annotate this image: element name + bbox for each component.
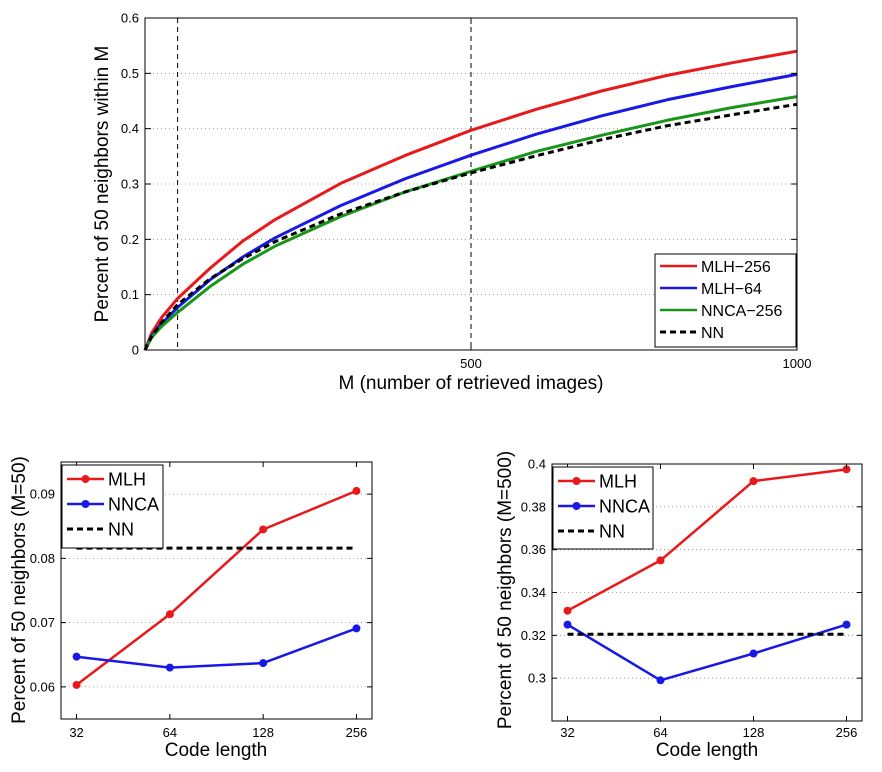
data-point-nnca [259,659,268,668]
y-tick-label: 0.4 [121,121,139,136]
y-tick-label: 0.2 [121,232,139,247]
legend-box [654,253,797,348]
data-point-nnca [165,663,174,672]
x-tick-label: 256 [346,725,368,740]
y-tick-label: 0.4 [528,457,546,472]
data-point-mlh [72,680,81,689]
data-point-nnca [842,620,851,629]
legend-label: NN [599,521,625,541]
bottom-left-x-axis-label: Code length [165,740,267,761]
legend-marker [81,500,90,508]
y-tick-label: 0.38 [521,499,546,514]
bottom-left-chart-m50: Percent of 50 neighbors (M=50) Code leng… [9,456,373,761]
x-tick-label: 32 [560,725,574,740]
y-tick-label: 0.36 [521,542,546,557]
legend-label: NNCA−256 [701,303,782,320]
x-tick-label: 64 [163,725,177,740]
data-point-nnca [749,649,758,658]
series-line-nnca-256 [143,95,798,351]
x-tick-label: 256 [836,725,858,740]
data-point-nnca [563,620,572,629]
y-tick-label: 0.6 [121,11,139,26]
bottom-right-y-axis-label: Percent of 50 neighbors (M=500) [495,451,516,729]
x-tick-label: 64 [653,725,667,740]
x-tick-label: 128 [743,725,765,740]
legend-label: MLH [599,471,637,491]
y-tick-label: 0.34 [521,585,546,600]
top-chart-x-axis-label: M (number of retrieved images) [338,373,603,394]
legend-marker [81,475,90,483]
legend-marker [572,477,581,485]
y-tick-label: 0.08 [30,551,55,566]
series-line-mlh [75,489,357,686]
legend: MLH−256 MLH−64 NNCA−256 NN [654,253,797,348]
data-point-mlh [259,525,268,534]
series-line-nnca [566,623,847,682]
data-point-nnca [352,624,361,633]
legend-label: NNCA [108,494,159,514]
top-chart-retrieval-curve: Percent of 50 neighbors within M M (numb… [92,11,811,395]
legend-label: MLH−256 [701,259,771,276]
x-tick-label: 128 [252,725,274,740]
series-line-nnca [76,627,357,669]
y-tick-label: 0 [132,343,139,358]
legend-label: MLH [108,469,146,489]
x-tick-label: 1000 [783,356,812,371]
legend-label: NN [701,325,724,342]
data-point-nnca [656,676,665,685]
legend: MLH NNCA NN [552,466,654,550]
y-tick-label: 0.3 [121,177,139,192]
bottom-right-chart-m500: Percent of 50 neighbors (M=500) Code len… [495,451,863,761]
legend-label: NN [108,519,134,539]
y-tick-label: 0.1 [121,287,139,302]
x-tick-label: 32 [69,725,83,740]
y-tick-label: 0.07 [30,615,55,630]
data-point-nnca [72,652,81,661]
y-tick-label: 0.32 [521,628,546,643]
series-line-mlh-256 [143,49,798,351]
plot-area-frame [60,461,373,720]
data-point-mlh [165,610,174,619]
legend-label: NNCA [599,496,650,516]
data-point-mlh [749,477,758,486]
x-tick-label: 500 [460,356,482,371]
series-line-mlh [566,468,847,612]
y-tick-label: 0.06 [30,679,55,694]
data-point-mlh [352,486,361,495]
legend: MLH NNCA NN [61,464,164,549]
y-tick-label: 0.09 [30,487,55,502]
data-point-mlh [656,556,665,565]
top-chart-y-axis-label: Percent of 50 neighbors within M [92,46,113,323]
y-tick-label: 0.5 [121,66,139,81]
legend-marker [572,502,581,510]
data-point-mlh [563,606,572,615]
y-tick-label: 0.3 [528,671,546,686]
bottom-right-x-axis-label: Code length [656,740,758,761]
series-line-nn [143,102,798,351]
legend-label: MLH−64 [701,281,762,298]
bottom-left-y-axis-label: Percent of 50 neighbors (M=50) [9,456,30,724]
series-line-mlh-64 [143,72,798,351]
data-point-mlh [842,465,851,474]
